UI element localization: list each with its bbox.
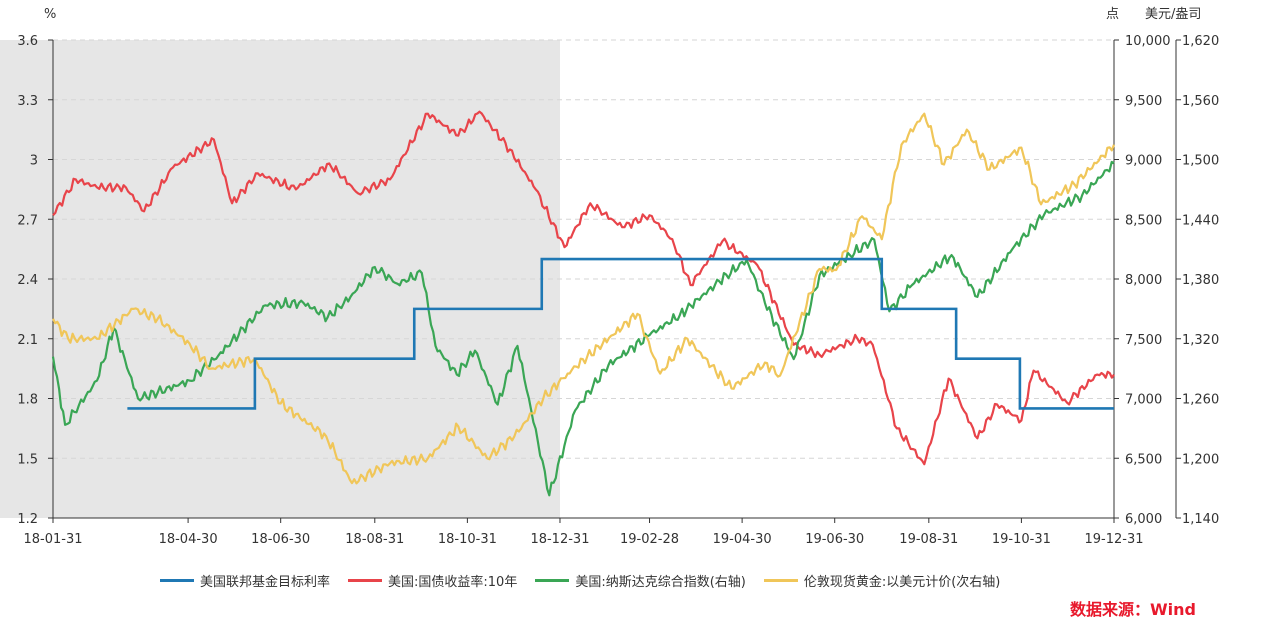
chart-legend: 美国联邦基金目标利率 美国:国债收益率:10年 美国:纳斯达克综合指数(右轴) … [160,571,1000,590]
series-line-2 [51,160,1115,497]
legend-swatch-gold [763,579,798,582]
series-line-0 [127,257,1114,410]
legend-item-treasury-yield: 美国:国债收益率:10年 [348,571,517,590]
x-axis-tick-label: 19-08-31 [899,532,958,547]
right2-axis-tick-label: 1,380 [1182,273,1219,288]
right2-axis-tick-label: 1,500 [1182,154,1219,169]
left-axis-tick-label: 3 [30,154,38,169]
right-axis-tick-label: 10,000 [1125,34,1171,49]
legend-label-nasdaq: 美国:纳斯达克综合指数(右轴) [575,575,746,590]
x-axis-tick-label: 19-06-30 [805,532,864,547]
x-axis-tick-label: 18-04-30 [159,532,218,547]
left-axis-tick-label: 1.2 [17,512,38,527]
x-axis-tick-label: 19-04-30 [713,532,772,547]
right2-axis-tick-label: 1,560 [1182,94,1219,109]
right2-axis-tick-label: 1,200 [1182,452,1219,467]
x-axis-tick-label: 19-02-28 [620,532,679,547]
left-axis-tick-label: 1.5 [17,452,38,467]
left-axis-tick-label: 1.8 [17,393,38,408]
right-axis-tick-label: 7,500 [1125,333,1162,348]
left-axis-tick-label: 2.7 [17,213,38,228]
x-axis-tick-label: 19-10-31 [992,532,1051,547]
x-axis-tick-label: 18-12-31 [530,532,589,547]
right-axis-tick-label: 6,000 [1125,512,1162,527]
right-axis-unit: 点 [1106,7,1119,22]
right-axis-tick-label: 9,000 [1125,154,1162,169]
right2-axis-tick-label: 1,320 [1182,333,1219,348]
legend-item-nasdaq: 美国:纳斯达克综合指数(右轴) [535,571,746,590]
legend-item-fed-rate: 美国联邦基金目标利率 [160,571,330,590]
right2-axis-tick-label: 1,440 [1182,213,1219,228]
x-axis-tick-label: 18-10-31 [438,532,497,547]
legend-swatch-nasdaq [535,579,570,582]
right-axis-tick-label: 8,500 [1125,213,1162,228]
source-note: 数据来源：Wind [1070,600,1196,619]
right-axis-tick-label: 8,000 [1125,273,1162,288]
x-axis-tick-label: 18-06-30 [251,532,310,547]
x-axis-tick-label: 18-01-31 [23,532,82,547]
series-line-3 [52,112,1116,485]
x-axis-tick-label: 19-12-31 [1084,532,1143,547]
left-axis-tick-label: 3.6 [17,34,38,49]
right2-axis-tick-label: 1,140 [1182,512,1219,527]
legend-label-gold: 伦敦现货黄金:以美元计价(次右轴) [803,575,1001,590]
legend-swatch-treasury-yield [348,579,383,582]
right2-axis-tick-label: 1,620 [1182,34,1219,49]
right-axis-tick-label: 9,500 [1125,94,1162,109]
left-axis-unit: % [44,7,56,22]
x-axis-tick-label: 18-08-31 [345,532,404,547]
series-line-1 [52,110,1115,466]
right-axis-tick-label: 6,500 [1125,452,1162,467]
legend-label-fed-rate: 美国联邦基金目标利率 [200,575,331,590]
right2-axis-tick-label: 1,260 [1182,393,1219,408]
legend-item-gold: 伦敦现货黄金:以美元计价(次右轴) [763,571,1001,590]
left-axis-tick-label: 2.1 [17,333,38,348]
right2-axis-unit: 美元/盎司 [1145,7,1201,22]
legend-label-treasury-yield: 美国:国债收益率:10年 [388,575,518,590]
left-axis-tick-label: 3.3 [17,94,38,109]
legend-swatch-fed-rate [160,579,194,582]
left-axis-tick-label: 2.4 [17,273,38,288]
right-axis-tick-label: 7,000 [1125,393,1162,408]
